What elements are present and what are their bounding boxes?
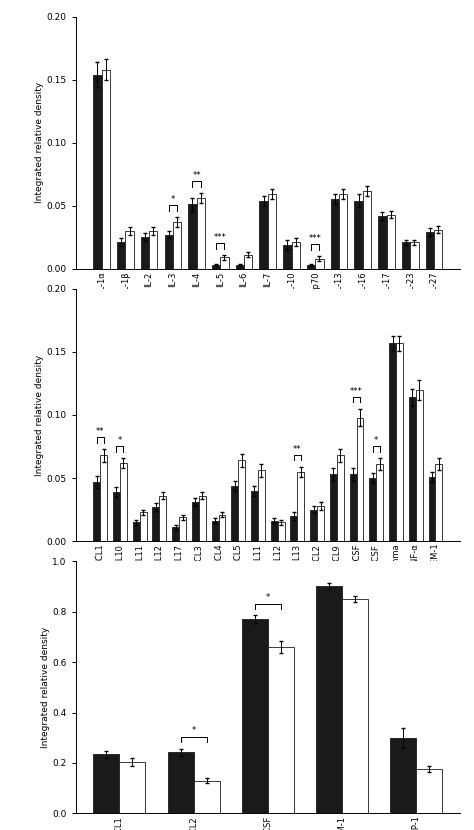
- Bar: [402, 242, 410, 269]
- Bar: [93, 482, 100, 541]
- Text: *: *: [171, 195, 175, 204]
- Bar: [258, 471, 265, 541]
- Bar: [291, 516, 297, 541]
- Bar: [316, 587, 342, 813]
- Bar: [355, 201, 363, 269]
- Bar: [231, 486, 238, 541]
- Text: *: *: [118, 436, 122, 445]
- Legend: Wild type, CAV1$^{-/-}$: Wild type, CAV1$^{-/-}$: [84, 676, 140, 701]
- Bar: [410, 242, 419, 269]
- Bar: [211, 521, 219, 541]
- Bar: [193, 781, 219, 813]
- Bar: [409, 398, 416, 541]
- Text: **: **: [96, 427, 104, 436]
- Bar: [140, 512, 146, 541]
- Y-axis label: Integrated relative density: Integrated relative density: [35, 82, 44, 203]
- Legend: Wild type, CAV1$^{-/-}$: Wild type, CAV1$^{-/-}$: [84, 404, 140, 428]
- Text: ***: ***: [309, 234, 322, 243]
- Bar: [391, 738, 416, 813]
- Bar: [197, 198, 205, 269]
- Bar: [100, 456, 107, 541]
- Bar: [212, 265, 220, 269]
- Bar: [236, 265, 244, 269]
- Bar: [220, 257, 228, 269]
- Bar: [133, 522, 140, 541]
- Bar: [251, 491, 258, 541]
- Bar: [416, 769, 442, 813]
- Bar: [219, 515, 226, 541]
- Bar: [307, 265, 315, 269]
- Text: ***: ***: [350, 387, 363, 396]
- Bar: [315, 259, 324, 269]
- Bar: [292, 242, 300, 269]
- Bar: [172, 527, 179, 541]
- Text: **: **: [293, 445, 301, 453]
- Y-axis label: Integrated relative density: Integrated relative density: [41, 627, 50, 748]
- Bar: [342, 599, 368, 813]
- Bar: [268, 647, 294, 813]
- Bar: [125, 231, 134, 269]
- Bar: [271, 521, 278, 541]
- Text: ***: ***: [214, 232, 227, 242]
- Bar: [337, 456, 344, 541]
- Bar: [436, 464, 442, 541]
- Bar: [141, 237, 149, 269]
- Bar: [339, 194, 347, 269]
- Bar: [310, 510, 317, 541]
- Bar: [434, 230, 442, 269]
- Bar: [199, 496, 206, 541]
- Bar: [330, 474, 337, 541]
- Bar: [396, 343, 403, 541]
- Bar: [363, 191, 371, 269]
- Bar: [428, 476, 436, 541]
- Bar: [173, 222, 181, 269]
- Bar: [331, 199, 339, 269]
- Bar: [386, 214, 395, 269]
- Bar: [149, 231, 157, 269]
- Bar: [120, 463, 127, 541]
- Bar: [188, 204, 197, 269]
- Text: **: **: [192, 171, 201, 180]
- Bar: [350, 474, 356, 541]
- Bar: [297, 471, 304, 541]
- Text: (b): (b): [260, 712, 276, 723]
- Bar: [113, 492, 120, 541]
- Bar: [119, 762, 145, 813]
- Bar: [242, 619, 268, 813]
- Text: (a): (a): [260, 440, 275, 450]
- Text: *: *: [191, 726, 196, 735]
- Bar: [238, 461, 245, 541]
- Bar: [192, 502, 199, 541]
- Bar: [179, 517, 186, 541]
- Bar: [259, 201, 268, 269]
- Bar: [117, 242, 125, 269]
- Bar: [244, 255, 252, 269]
- Text: *: *: [266, 593, 270, 603]
- Bar: [164, 235, 173, 269]
- Bar: [376, 464, 383, 541]
- Bar: [93, 754, 119, 813]
- Bar: [416, 390, 423, 541]
- Bar: [167, 752, 193, 813]
- Bar: [268, 194, 276, 269]
- Bar: [283, 245, 292, 269]
- Bar: [93, 75, 101, 269]
- Bar: [369, 478, 376, 541]
- Bar: [159, 496, 166, 541]
- Bar: [153, 507, 159, 541]
- Text: *: *: [374, 436, 378, 445]
- Bar: [278, 522, 284, 541]
- Bar: [426, 232, 434, 269]
- Bar: [101, 70, 110, 269]
- Bar: [378, 216, 386, 269]
- Bar: [389, 343, 396, 541]
- Y-axis label: Integrated relative density: Integrated relative density: [35, 354, 44, 476]
- Bar: [317, 505, 324, 541]
- Bar: [356, 417, 364, 541]
